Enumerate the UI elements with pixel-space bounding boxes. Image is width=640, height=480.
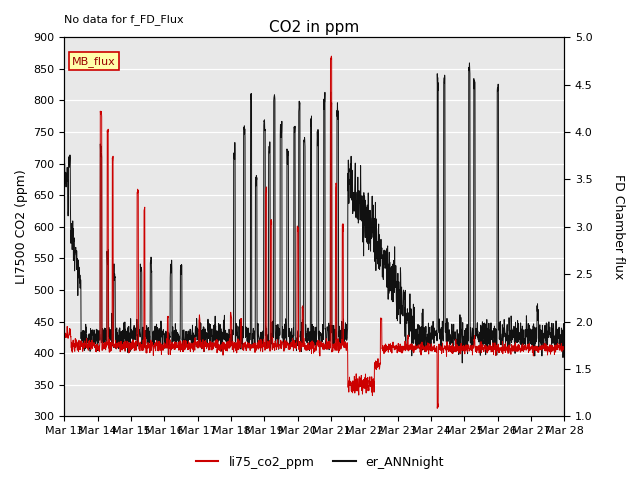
Y-axis label: LI7500 CO2 (ppm): LI7500 CO2 (ppm) <box>15 169 28 284</box>
Legend: li75_co2_ppm, er_ANNnight: li75_co2_ppm, er_ANNnight <box>191 451 449 474</box>
Text: No data for f_FD_Flux: No data for f_FD_Flux <box>65 14 184 25</box>
Title: CO2 in ppm: CO2 in ppm <box>269 20 360 35</box>
Y-axis label: FD Chamber flux: FD Chamber flux <box>612 174 625 279</box>
Text: MB_flux: MB_flux <box>72 56 116 67</box>
